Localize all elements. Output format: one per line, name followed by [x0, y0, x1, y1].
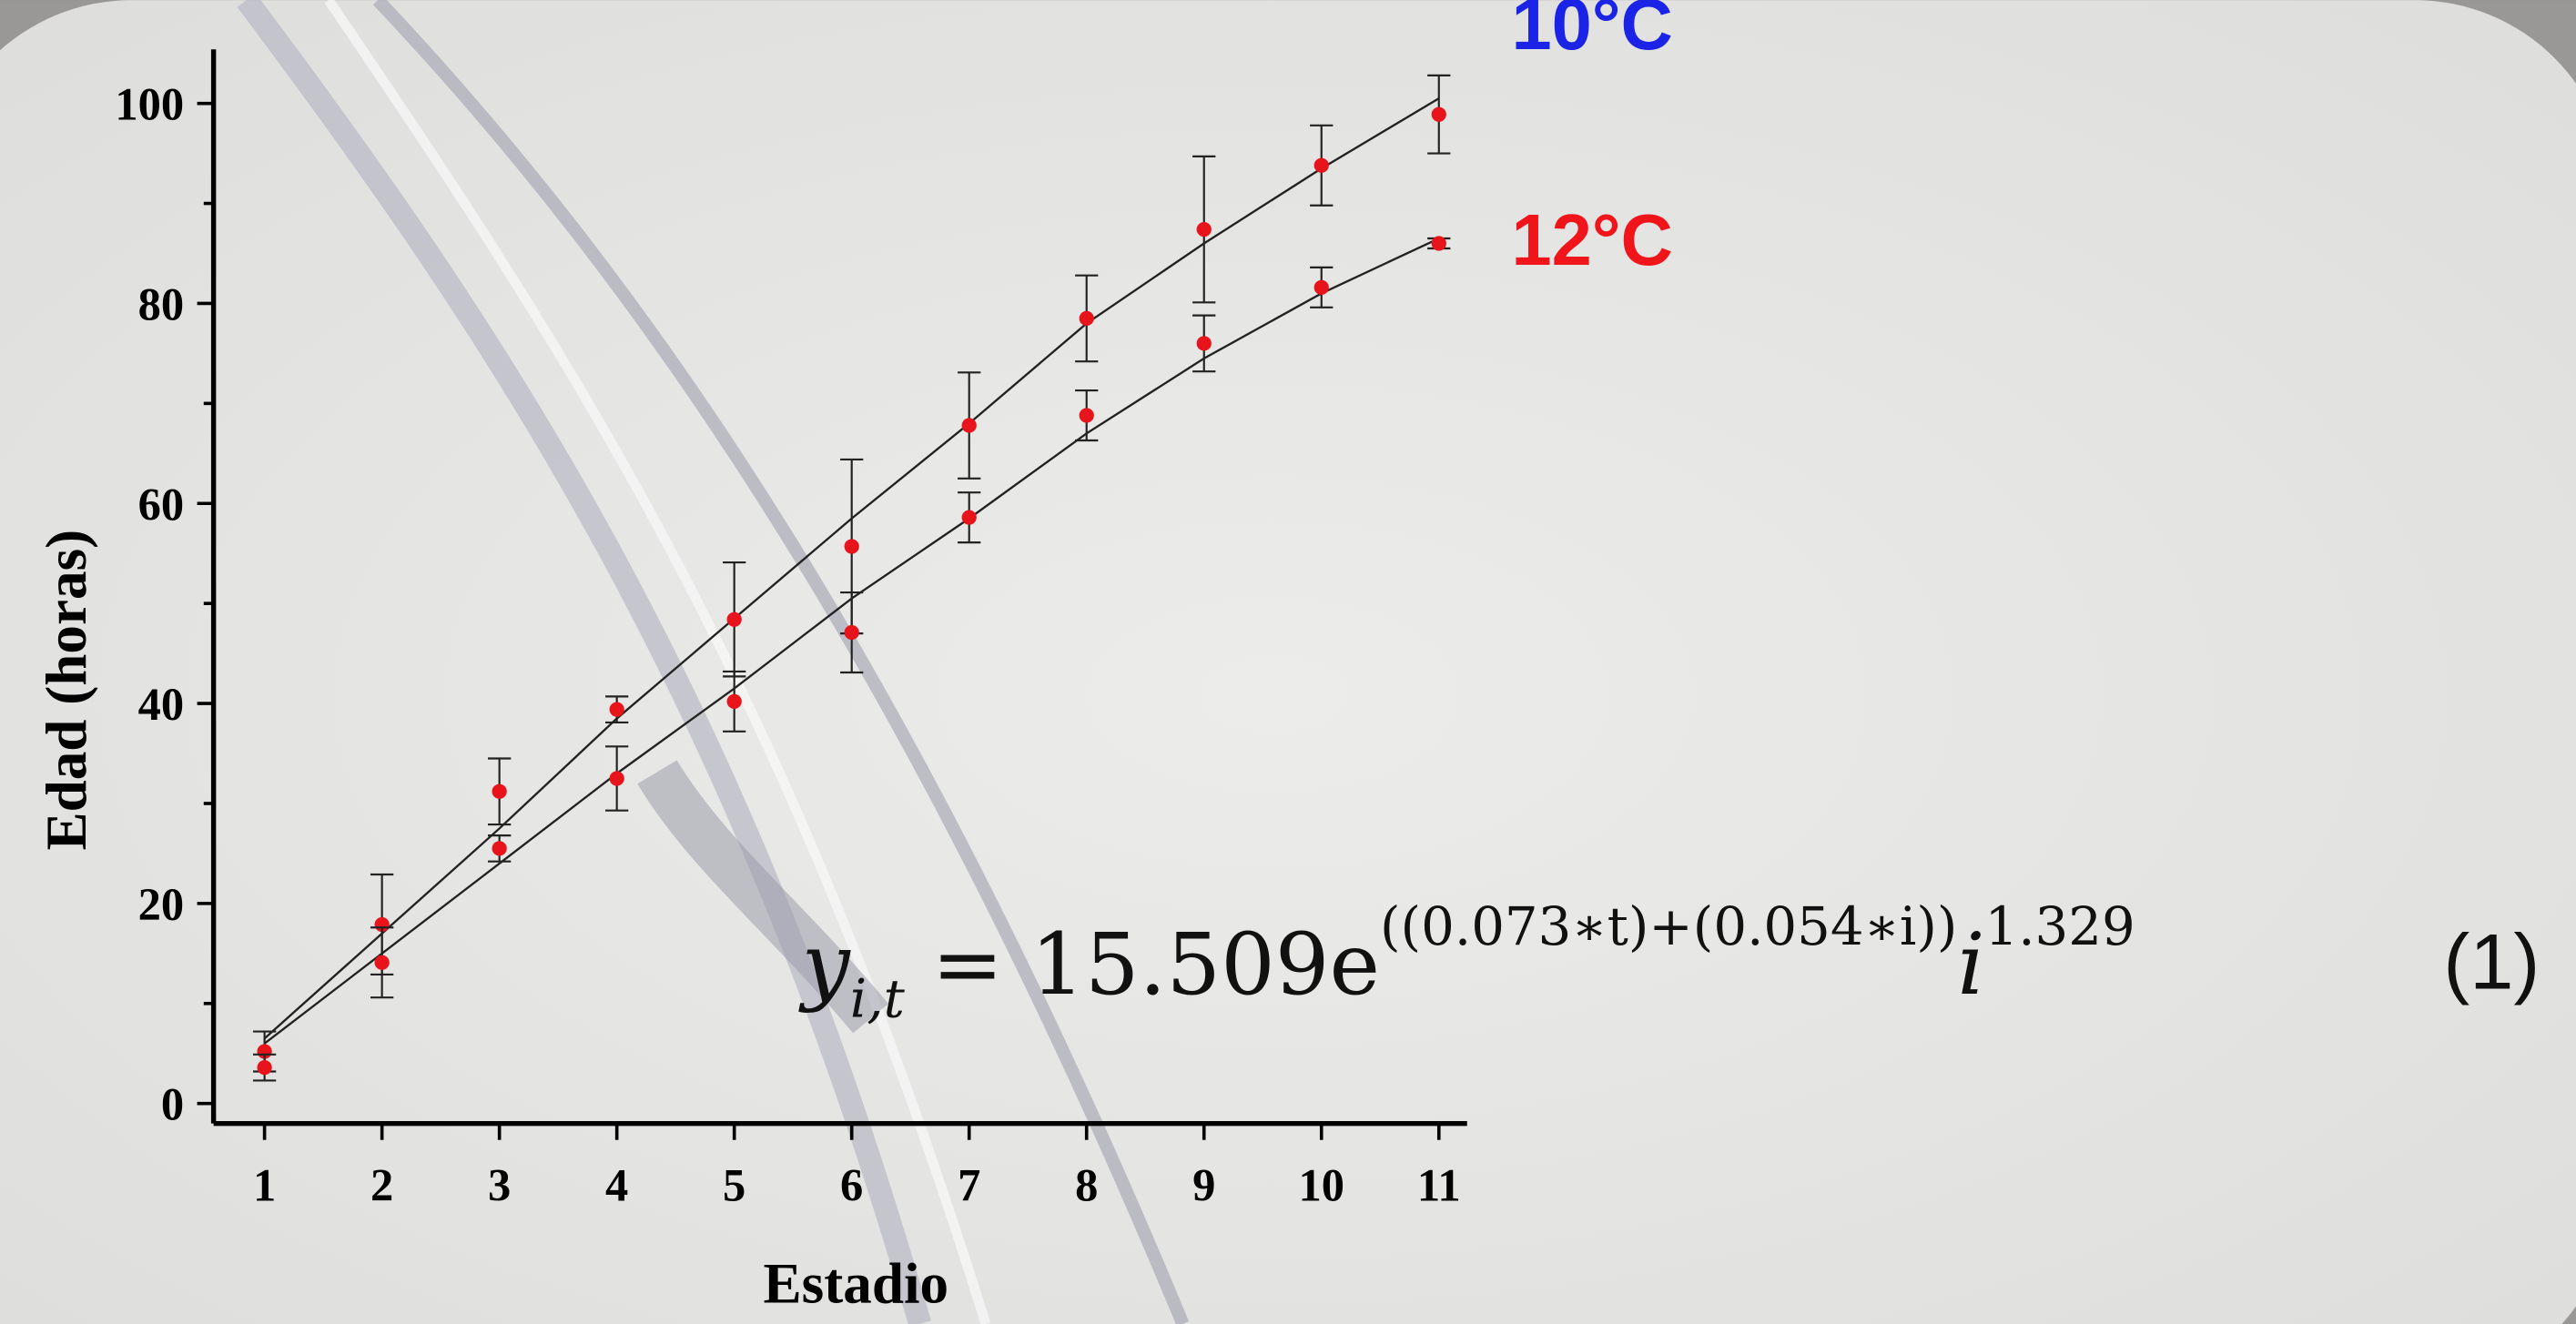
point — [1197, 222, 1212, 237]
x-axis-label: Estadio — [764, 1251, 949, 1315]
eq-lhs-sub: i,t — [850, 967, 906, 1029]
x-tick-label: 8 — [1075, 1159, 1098, 1210]
legend-label: 12°C — [1511, 199, 1672, 280]
equation-number: (1) — [2443, 919, 2540, 1006]
y-tick-label: 0 — [161, 1079, 184, 1130]
x-tick-label: 10 — [1298, 1159, 1344, 1210]
y-tick-label: 60 — [138, 479, 185, 530]
eq-exp: ((0.073∗t)+(0.054∗i)) — [1380, 895, 1957, 957]
point — [1080, 408, 1094, 422]
point — [727, 612, 742, 627]
point — [1314, 158, 1329, 173]
point — [610, 702, 624, 717]
x-tick-label: 1 — [253, 1159, 276, 1210]
point — [258, 1060, 272, 1075]
y-axis-label: Edad (horas) — [35, 530, 98, 851]
eq-lhs: y — [798, 915, 851, 1015]
point — [492, 841, 507, 855]
point — [1432, 236, 1446, 250]
y-tick-label: 20 — [138, 879, 185, 930]
point — [1314, 280, 1329, 295]
point — [375, 955, 390, 970]
point — [492, 784, 507, 799]
point — [962, 418, 977, 432]
x-tick-label: 6 — [840, 1159, 863, 1210]
x-tick-label: 7 — [958, 1159, 980, 1210]
x-tick-label: 4 — [605, 1159, 628, 1210]
x-tick-label: 3 — [488, 1159, 511, 1210]
chart: Estadio Edad (horas) yi,t = 15.509e((0.0… — [0, 0, 2576, 1324]
point — [727, 694, 742, 709]
x-tick-label: 5 — [723, 1159, 745, 1210]
y-tick-label: 100 — [115, 79, 184, 130]
eq-rhs: = 15.509e — [905, 915, 1380, 1015]
point — [1197, 336, 1212, 350]
point — [1080, 311, 1094, 326]
point — [845, 539, 859, 553]
eq-base2: i — [1957, 915, 1984, 1015]
point — [1432, 107, 1446, 122]
x-tick-label: 2 — [370, 1159, 393, 1210]
point — [845, 625, 859, 640]
point — [962, 510, 977, 525]
x-tick-label: 11 — [1417, 1159, 1461, 1210]
y-tick-label: 80 — [138, 278, 185, 329]
eq-exp2: 1.329 — [1984, 895, 2135, 957]
y-tick-label: 40 — [138, 679, 185, 730]
x-tick-label: 9 — [1192, 1159, 1215, 1210]
point — [610, 771, 624, 785]
legend-label: 10°C — [1511, 0, 1672, 65]
